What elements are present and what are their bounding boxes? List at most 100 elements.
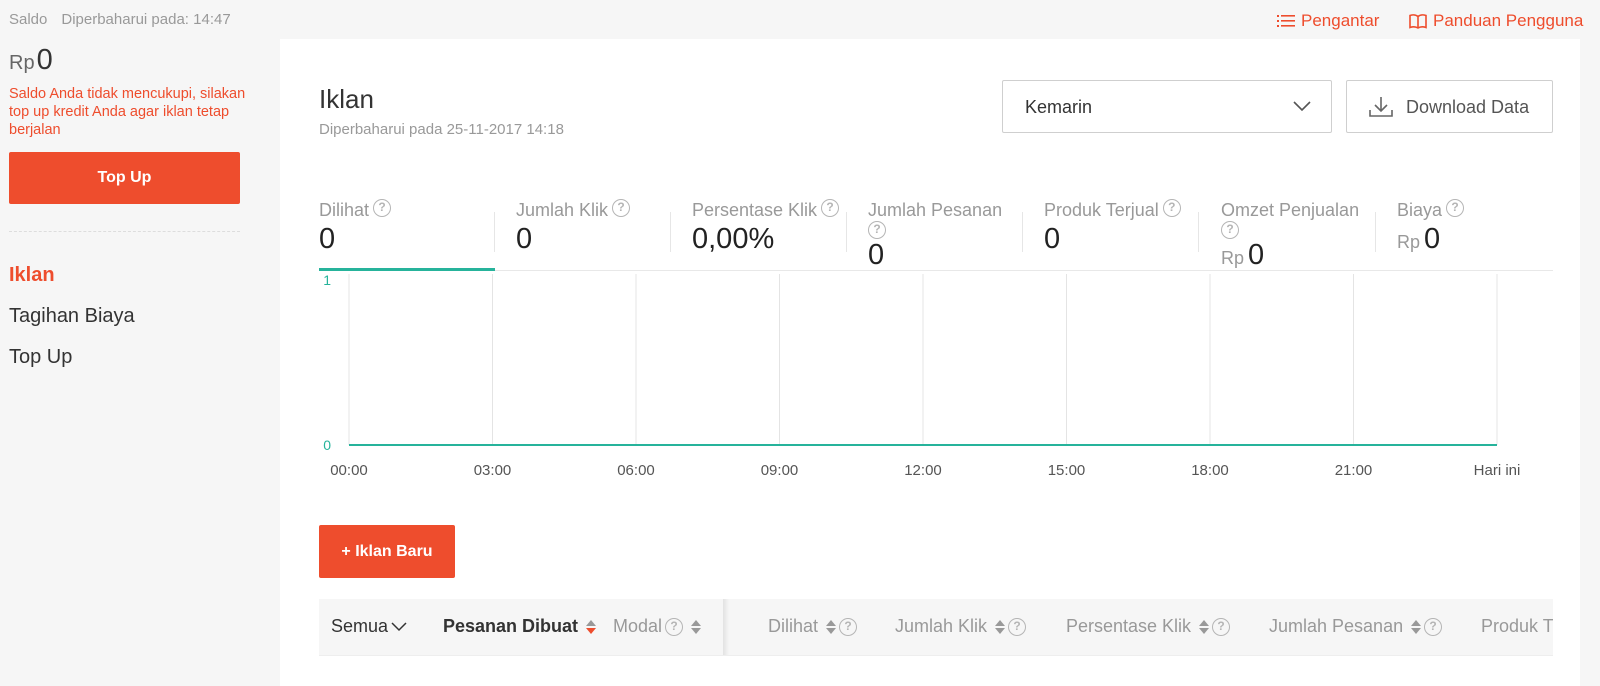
top-up-button[interactable]: Top Up [9, 152, 240, 204]
sidebar-divider [9, 231, 240, 232]
help-icon[interactable]: ? [1162, 199, 1181, 217]
currency-label: Rp [1397, 232, 1421, 252]
download-data-label: Download Data [1406, 97, 1530, 117]
metric-dilihat[interactable]: Dilihat? 0 [319, 199, 495, 256]
new-ad-button[interactable]: + Iklan Baru [319, 525, 455, 578]
metric-label: Biaya [1397, 200, 1443, 220]
column-label: Produk T [1481, 616, 1553, 636]
saldo-balance: Rp0 [9, 44, 53, 77]
user-guide-link-label: Panduan Pengguna [1433, 11, 1584, 30]
metric-jumlah-klik[interactable]: Jumlah Klik? 0 [516, 199, 692, 256]
metric-label: Dilihat [319, 200, 370, 220]
help-icon[interactable]: ? [1424, 617, 1443, 636]
column-label: Modal [613, 616, 663, 636]
download-data-button[interactable]: Download Data [1346, 80, 1553, 133]
table-body-border [319, 655, 1553, 656]
help-icon[interactable]: ? [1008, 617, 1027, 636]
metric-biaya[interactable]: Biaya? Rp 0 [1397, 199, 1547, 256]
help-icon[interactable]: ? [1221, 221, 1239, 239]
metric-divider [1375, 212, 1376, 252]
book-icon [1409, 13, 1427, 29]
intro-link[interactable]: Pengantar [1277, 11, 1379, 31]
column-modal[interactable]: Modal ? [613, 616, 702, 637]
frozen-column-shadow [723, 599, 729, 655]
sidebar-item-top-up[interactable]: Top Up [9, 346, 73, 368]
metric-label: Jumlah Pesanan [868, 200, 1003, 220]
sidebar-item-tagihan-biaya[interactable]: Tagihan Biaya [9, 305, 135, 327]
sort-icon[interactable] [995, 619, 1006, 634]
metric-persentase-klik[interactable]: Persentase Klik? 0,00% [692, 199, 868, 256]
sort-icon[interactable] [826, 619, 837, 634]
metric-value: 0,00% [692, 223, 775, 255]
help-icon[interactable]: ? [373, 199, 392, 217]
y-tick-label: 1 [323, 272, 331, 288]
metric-value: 0 [868, 239, 885, 271]
x-tick-label: 18:00 [1191, 462, 1229, 479]
column-pesanan-dibuat[interactable]: Pesanan Dibuat [443, 616, 597, 637]
x-tick-label: 06:00 [617, 462, 655, 479]
chevron-down-icon [1293, 101, 1311, 112]
intro-link-label: Pengantar [1301, 11, 1380, 30]
column-persentase-klik[interactable]: Persentase Klik ? [1066, 616, 1231, 637]
column-label: Persentase Klik [1066, 616, 1192, 636]
column-label: Dilihat [768, 616, 819, 636]
currency-label: Rp [1221, 248, 1245, 268]
column-jumlah-pesanan[interactable]: Jumlah Pesanan ? [1269, 616, 1443, 637]
x-tick-label: 03:00 [474, 462, 512, 479]
metric-label: Persentase Klik [692, 200, 818, 220]
x-tick-label: Hari ini [1474, 462, 1521, 479]
sort-icon[interactable] [586, 619, 597, 634]
sort-icon[interactable] [691, 619, 702, 634]
metric-jumlah-pesanan[interactable]: Jumlah Pesanan? 0 [868, 199, 1028, 272]
metric-divider [670, 212, 671, 252]
help-icon[interactable]: ? [839, 617, 858, 636]
sidebar-item-iklan[interactable]: Iklan [9, 264, 55, 286]
help-icon[interactable]: ? [868, 221, 886, 239]
metric-value: 0 [1248, 239, 1265, 271]
help-icon[interactable]: ? [1212, 617, 1231, 636]
help-icon[interactable]: ? [612, 199, 631, 217]
sort-icon[interactable] [1199, 619, 1210, 634]
filter-select[interactable]: Semua [331, 616, 407, 637]
performance-chart: 0 1 00:00 03:00 06:00 09:00 12:00 15:00 18:00 21:… [323, 272, 1521, 479]
period-select[interactable]: Kemarin [1002, 80, 1332, 133]
help-icon[interactable]: ? [665, 617, 684, 636]
saldo-updated: Diperbaharui pada: 14:47 [61, 11, 231, 28]
page-subtitle: Diperbaharui pada 25-11-2017 14:18 [319, 121, 564, 138]
table-header: Semua Pesanan Dibuat Modal ? Dilihat ? J… [319, 599, 1553, 655]
column-produk-terjual[interactable]: Produk T [1481, 616, 1553, 637]
metric-value: 0 [1424, 223, 1441, 255]
metric-omzet-penjualan[interactable]: Omzet Penjualan? Rp 0 [1221, 199, 1381, 272]
metric-value: 0 [1044, 223, 1061, 255]
help-icon[interactable]: ? [1446, 199, 1465, 217]
x-tick-label: 09:00 [761, 462, 799, 479]
metric-label: Jumlah Klik [516, 200, 609, 220]
metrics-underline [319, 270, 1553, 271]
list-icon [1277, 15, 1295, 27]
metric-divider [846, 212, 847, 252]
metric-divider [1198, 212, 1199, 252]
main-card [280, 39, 1580, 686]
sort-icon[interactable] [1411, 619, 1422, 634]
column-label: Pesanan Dibuat [443, 616, 579, 636]
period-select-value: Kemarin [1025, 97, 1093, 117]
column-label: Jumlah Pesanan [1269, 616, 1404, 636]
currency-label: Rp [9, 52, 35, 74]
saldo-header: Saldo Diperbaharui pada: 14:47 [9, 11, 231, 28]
column-jumlah-klik[interactable]: Jumlah Klik ? [895, 616, 1027, 637]
chevron-down-icon [391, 621, 407, 631]
metric-produk-terjual[interactable]: Produk Terjual? 0 [1044, 199, 1220, 256]
column-label: Jumlah Klik [895, 616, 988, 636]
x-tick-label: 21:00 [1335, 462, 1373, 479]
balance-warning: Saldo Anda tidak mencukupi, silakan top … [9, 86, 246, 138]
column-dilihat[interactable]: Dilihat ? [768, 616, 858, 637]
balance-amount: 0 [36, 44, 53, 76]
page-title: Iklan [319, 84, 374, 114]
metric-value: 0 [516, 223, 533, 255]
metric-label: Produk Terjual [1044, 200, 1159, 220]
x-tick-label: 00:00 [330, 462, 368, 479]
help-icon[interactable]: ? [821, 199, 840, 217]
active-metric-indicator [319, 268, 495, 271]
user-guide-link[interactable]: Panduan Pengguna [1409, 11, 1583, 31]
metric-label: Omzet Penjualan [1221, 200, 1360, 220]
